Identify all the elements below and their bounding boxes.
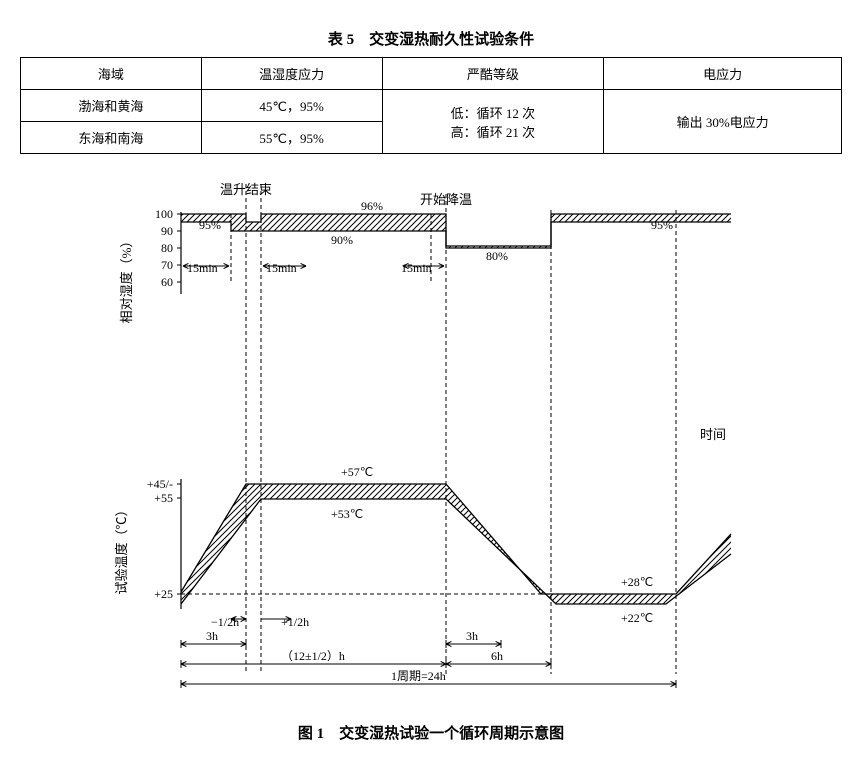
cell-electrical: 输出 30%电应力 [604,90,842,154]
svg-text:+25: +25 [154,587,173,601]
svg-text:+55: +55 [154,491,173,505]
svg-text:+1/2h: +1/2h [281,615,309,629]
svg-text:1周期=24h: 1周期=24h [391,669,446,683]
chart-svg: 100 90 80 70 60 95% 96% 90% 80% 95% 15min 15min 15mi… [91,174,771,714]
svg-text:95%: 95% [651,218,673,232]
svg-text:3h: 3h [206,629,218,643]
svg-text:100: 100 [155,207,173,221]
figure-title: 图 1 交变湿热试验一个循环周期示意图 [20,722,842,743]
svg-text:60: 60 [161,275,173,289]
svg-text:（12±1/2）h: （12±1/2）h [281,649,345,663]
svg-text:+53℃: +53℃ [331,507,363,521]
svg-text:时间: 时间 [700,427,726,442]
th-electrical: 电应力 [604,58,842,90]
cycle-chart: 100 90 80 70 60 95% 96% 90% 80% 95% 15min 15min 15mi… [91,174,771,714]
svg-text:80: 80 [161,241,173,255]
cell-stress-1: 55℃，95% [201,122,382,154]
severity-low: 低：循环 12 次 [451,106,536,121]
svg-text:开始降温: 开始降温 [420,192,472,207]
svg-text:+28℃: +28℃ [621,575,653,589]
svg-text:15min: 15min [187,261,218,275]
svg-text:6h: 6h [491,649,503,663]
cell-stress-0: 45℃，95% [201,90,382,122]
svg-text:80%: 80% [486,249,508,263]
svg-text:温升结束: 温升结束 [220,182,272,197]
svg-text:70: 70 [161,258,173,272]
svg-text:试验温度（℃）: 试验温度（℃） [114,503,129,594]
svg-text:+45/-: +45/- [147,477,173,491]
th-stress: 温湿度应力 [201,58,382,90]
severity-high: 高：循环 21 次 [451,125,536,140]
conditions-table: 海域 温湿度应力 严酷等级 电应力 渤海和黄海 45℃，95% 低：循环 12 … [20,57,842,154]
svg-text:95%: 95% [199,218,221,232]
cell-region-1: 东海和南海 [21,122,202,154]
svg-text:+22℃: +22℃ [621,611,653,625]
cell-region-0: 渤海和黄海 [21,90,202,122]
svg-text:90%: 90% [331,233,353,247]
th-severity: 严酷等级 [382,58,604,90]
svg-text:90: 90 [161,224,173,238]
svg-text:15min: 15min [266,261,297,275]
svg-text:+57℃: +57℃ [341,465,373,479]
th-region: 海域 [21,58,202,90]
cell-severity: 低：循环 12 次 高：循环 21 次 [382,90,604,154]
svg-text:96%: 96% [361,199,383,213]
table-title: 表 5 交变湿热耐久性试验条件 [20,28,842,49]
svg-text:3h: 3h [466,629,478,643]
svg-text:15min: 15min [401,261,432,275]
svg-text:相对湿度（%）: 相对湿度（%） [119,235,134,324]
